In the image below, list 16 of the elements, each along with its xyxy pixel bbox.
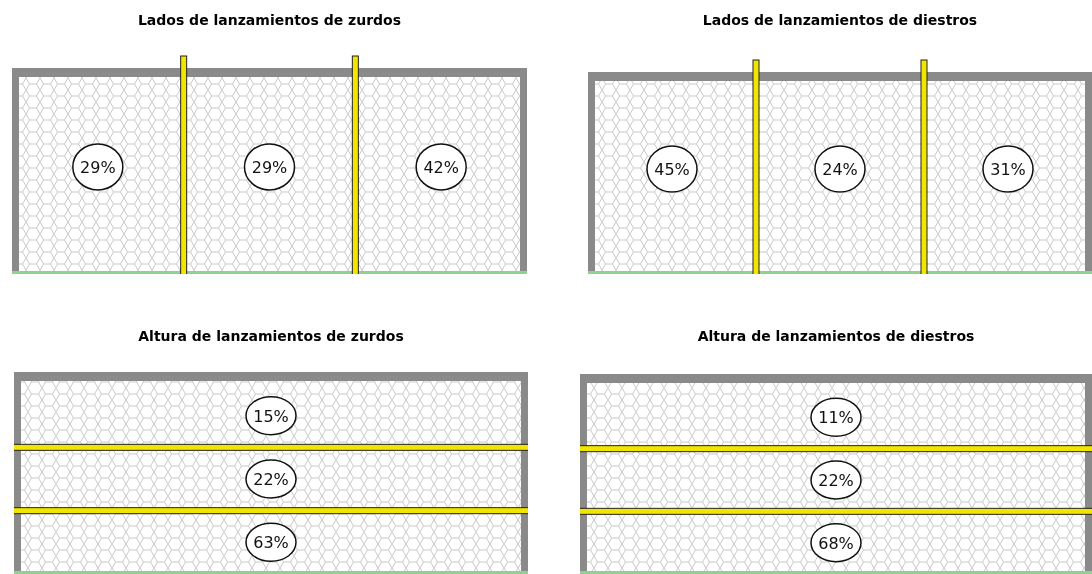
data-label: 45% <box>654 159 690 179</box>
text: Altura de lanzamientos de zurdos <box>137 328 405 344</box>
data-label: 24% <box>822 159 858 179</box>
text: Altura de lanzamientos de diestros <box>696 328 976 344</box>
data-label: 29% <box>80 157 116 177</box>
text: Lados de lanzamientos de diestros <box>701 12 979 28</box>
data-label: 42% <box>423 157 459 177</box>
data-label: 22% <box>253 470 289 489</box>
data-label: 15% <box>253 406 289 426</box>
text: Lados de lanzamientos de zurdos <box>136 12 403 28</box>
data-label: 31% <box>990 159 1026 179</box>
data-label: 22% <box>818 471 854 490</box>
data-label: 11% <box>818 408 854 428</box>
data-label: 29% <box>251 157 288 177</box>
data-label: 68% <box>818 533 854 553</box>
data-label: 63% <box>253 533 289 553</box>
